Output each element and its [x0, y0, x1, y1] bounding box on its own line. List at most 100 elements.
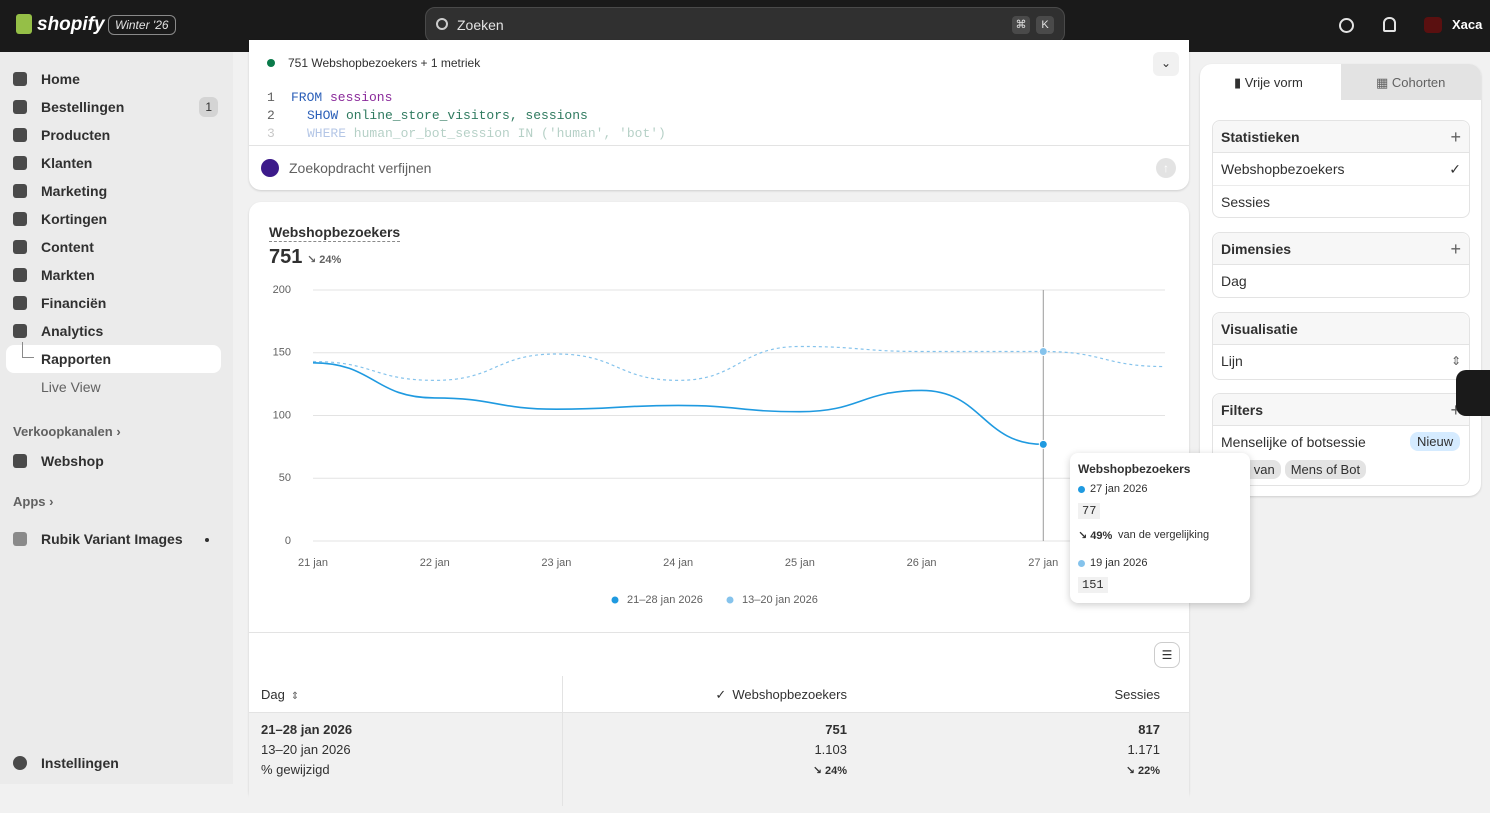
code-text: sessions	[330, 90, 393, 105]
section-label[interactable]: Apps ›	[13, 494, 54, 509]
nav-item[interactable]: Live View	[41, 379, 101, 395]
chart-change-value: 24%	[319, 254, 342, 266]
section-header: Visualisatie	[1213, 313, 1469, 345]
legend-swatch	[726, 596, 734, 604]
assistant-icon[interactable]	[1339, 18, 1354, 33]
metrics-section: Statistieken + Webshopbezoekers ✓ Sessies	[1212, 120, 1470, 218]
table-cell: ↘ 22%	[1126, 764, 1160, 777]
search-placeholder: Zoeken	[457, 17, 504, 33]
metric-label: Webshopbezoekers	[1221, 161, 1345, 177]
trend-icon: ↘	[1125, 765, 1135, 777]
check-icon: ✓	[715, 687, 727, 702]
bell-icon[interactable]	[1383, 17, 1396, 32]
nav-item[interactable]: Bestellingen 1	[13, 96, 218, 118]
cell-text: 21–28 jan 2026	[261, 722, 353, 737]
search-box[interactable]: Zoeken ⌘ K	[425, 7, 1065, 43]
store-avatar	[1424, 17, 1442, 33]
top-bar: shopify Winter '26 Zoeken ⌘ K Xaca	[0, 0, 1490, 52]
dimension-item[interactable]: Dag	[1221, 273, 1247, 289]
section-header: Dimensies +	[1213, 233, 1469, 265]
divider	[249, 632, 1189, 633]
column-header[interactable]: ✓ Webshopbezoekers	[715, 687, 847, 703]
brand: shopify	[37, 14, 105, 35]
filters-section: Filters + Menselijke of botsessie Nieuw E…	[1212, 393, 1470, 486]
column-divider	[562, 676, 563, 806]
code-editor[interactable]: 1 FROM sessions 2 SHOW online_store_visitors,…	[249, 90, 1189, 140]
tab[interactable]: ▮ Vrije vorm	[1234, 75, 1303, 90]
dimensions-section: Dimensies + Dag	[1212, 232, 1470, 298]
data-table: Dag ⇕ ✓ Webshopbezoekers Sessies 21–28 jan 20…	[249, 676, 1189, 813]
cell-text: 1.171	[1127, 742, 1160, 757]
nav-item[interactable]: Webshop	[13, 450, 104, 472]
column-header[interactable]: Dag ⇕	[261, 687, 299, 702]
column-label: Sessies	[1114, 687, 1160, 702]
tooltip-date: 19 jan 2026	[1090, 557, 1148, 569]
divider	[249, 145, 1189, 146]
submit-button[interactable]: ↑	[1156, 158, 1176, 178]
chart-card: Webshopbezoekers 751 ↘ 24% 0 50 100 150 200 2…	[249, 202, 1189, 813]
x-tick-label: 27 jan	[1028, 557, 1058, 569]
line-number: 2	[267, 108, 275, 123]
nav-icon	[13, 184, 27, 198]
tooltip-change-text: van de vergelijking	[1118, 529, 1210, 541]
tooltip-title: Webshopbezoekers	[1078, 462, 1191, 476]
table-cell: % gewijzigd	[261, 762, 330, 777]
nav-item[interactable]: Producten	[13, 124, 218, 146]
cell-text: 1.103	[814, 742, 847, 757]
nav-item[interactable]: Klanten	[13, 152, 218, 174]
tab-bg	[1341, 64, 1481, 100]
table-toggle[interactable]: ☰	[1154, 642, 1180, 668]
metric-item[interactable]: Webshopbezoekers ✓	[1221, 161, 1461, 177]
hover-point	[1038, 439, 1048, 449]
code-text: human_or_bot_session IN ('human', 'bot')	[353, 126, 666, 140]
section-header: Filters +	[1213, 394, 1469, 426]
trend-icon: ↘	[812, 765, 822, 777]
store-name[interactable]: Xaca	[1452, 17, 1483, 32]
select-value: Lijn	[1221, 353, 1243, 369]
nav-label: Home	[41, 71, 80, 87]
nav-icon	[13, 156, 27, 170]
column-label: Dag	[261, 687, 285, 702]
nav-item[interactable]: Financiën	[13, 292, 218, 314]
nav-item[interactable]: Content	[13, 236, 218, 258]
metric-item[interactable]: Sessies	[1213, 185, 1469, 217]
y-tick-label: 50	[279, 472, 291, 484]
nav-item[interactable]: Marketing	[13, 180, 218, 202]
floating-app-button[interactable]	[1456, 370, 1490, 416]
nav-item[interactable]: Rubik Variant Images	[13, 528, 183, 550]
nav-item[interactable]: Rapporten	[41, 351, 111, 367]
chip[interactable]: Mens of Bot	[1284, 460, 1367, 479]
nav-label: Instellingen	[41, 755, 119, 771]
tooltip-value: 77	[1078, 503, 1101, 519]
table-cell: 1.171	[1127, 742, 1160, 757]
tab[interactable]: ▦ Cohorten	[1376, 75, 1446, 90]
tree-line	[22, 342, 34, 358]
section-label-text: Verkoopkanalen	[13, 424, 113, 439]
nav-item[interactable]: Kortingen	[13, 208, 218, 230]
config-panel: ▮ Vrije vorm ▦ Cohorten Statistieken + We…	[1200, 64, 1481, 496]
section-label[interactable]: Verkoopkanalen ›	[13, 424, 121, 439]
sidebar: Home Bestellingen 1 Producten Klanten Marketi…	[0, 52, 233, 784]
x-tick-label: 23 jan	[541, 557, 571, 569]
refine-input[interactable]: Zoekopdracht verfijnen	[289, 160, 432, 176]
column-header[interactable]: Sessies	[1114, 687, 1160, 702]
nav-item[interactable]: Instellingen	[13, 752, 119, 774]
chart-title[interactable]: Webshopbezoekers	[269, 224, 401, 242]
section-title: Statistieken	[1221, 129, 1300, 145]
tooltip-dot	[1078, 486, 1085, 493]
cell-text: 817	[1138, 722, 1160, 737]
metric-label: Sessies	[1221, 194, 1271, 210]
nav-icon	[13, 240, 27, 254]
nav-label: Financiën	[41, 295, 107, 311]
visualization-select[interactable]: Lijn ⇕	[1221, 353, 1461, 369]
nav-item[interactable]: Markten	[13, 264, 218, 286]
logo	[16, 14, 32, 34]
nav-item[interactable]: Home	[13, 68, 218, 90]
table-cell: 13–20 jan 2026	[261, 742, 351, 757]
nav-item[interactable]: Analytics	[13, 320, 218, 342]
tab-label: Cohorten	[1391, 75, 1446, 90]
tab-label: Vrije vorm	[1244, 75, 1303, 90]
collapse-button[interactable]: ⌄	[1153, 52, 1179, 76]
nav-icon	[13, 72, 27, 86]
